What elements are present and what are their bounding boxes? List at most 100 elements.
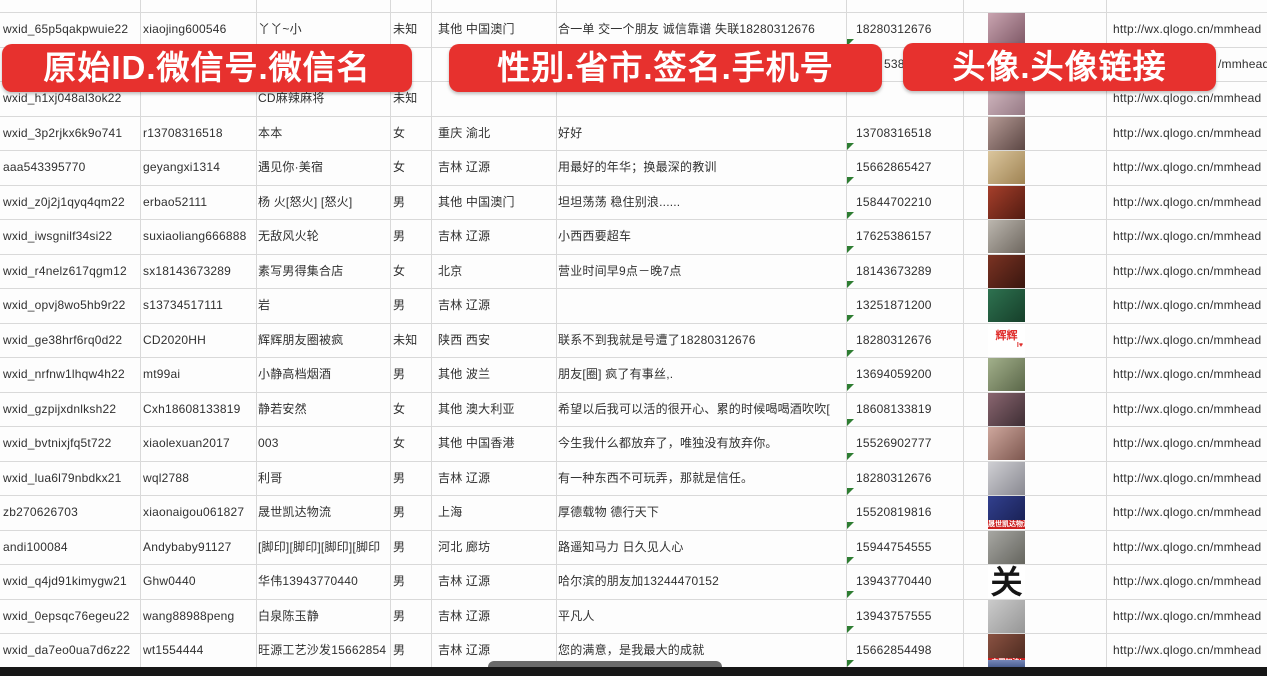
avatar-link-cell[interactable]: http://wx.qlogo.cn/mmhead bbox=[1113, 608, 1262, 623]
phone-cell[interactable]: 18280312676 bbox=[856, 22, 932, 36]
gender-cell[interactable]: 女 bbox=[393, 401, 406, 416]
avatar[interactable] bbox=[988, 13, 1025, 46]
signature-cell[interactable]: 联系不到我就是号遭了18280312676 bbox=[558, 332, 756, 347]
signature-cell[interactable]: 您的满意，是我最大的成就 bbox=[558, 643, 705, 657]
phone-cell[interactable]: 18280312676 bbox=[856, 470, 932, 485]
wechat-name-cell[interactable]: 无敌风火轮 bbox=[258, 229, 320, 243]
wxid-cell[interactable]: aaa543395770 bbox=[3, 160, 86, 174]
gender-cell[interactable]: 男 bbox=[393, 539, 406, 554]
wechat-id-cell[interactable]: xiaojing600546 bbox=[143, 22, 227, 36]
wechat-id-cell[interactable]: CD2020HH bbox=[143, 332, 206, 347]
wxid-cell[interactable]: wxid_h1xj048al3ok22 bbox=[3, 91, 122, 105]
avatar-link-cell[interactable]: http://wx.qlogo.cn/mmhead bbox=[1113, 332, 1262, 347]
wechat-name-cell[interactable]: 杨 火[怒火] [怒火] bbox=[258, 194, 353, 209]
wechat-name-cell[interactable]: 岩 bbox=[258, 298, 271, 312]
wechat-name-cell[interactable]: 遇见你·美宿 bbox=[258, 160, 324, 174]
wxid-cell[interactable]: wxid_lua6l79nbdkx21 bbox=[3, 470, 122, 485]
wechat-name-cell[interactable]: 华伟13943770440 bbox=[258, 574, 359, 588]
gender-cell[interactable]: 男 bbox=[393, 229, 406, 243]
signature-cell[interactable]: 坦坦荡荡 稳住别浪...... bbox=[558, 194, 681, 209]
phone-cell[interactable]: 13251871200 bbox=[856, 298, 932, 312]
region-cell[interactable]: 吉林 辽源 bbox=[438, 160, 491, 174]
wechat-id-cell[interactable]: Cxh18608133819 bbox=[143, 401, 241, 416]
wechat-id-cell[interactable]: sx18143673289 bbox=[143, 263, 232, 278]
wxid-cell[interactable]: wxid_ge38hrf6rq0d22 bbox=[3, 332, 123, 347]
avatar[interactable]: 辉辉 I♥ bbox=[988, 323, 1025, 357]
avatar[interactable] bbox=[988, 358, 1025, 391]
gender-cell[interactable]: 男 bbox=[393, 367, 406, 381]
avatar[interactable] bbox=[988, 116, 1025, 150]
avatar[interactable] bbox=[988, 530, 1025, 564]
avatar-link-cell[interactable]: http://wx.qlogo.cn/mmhead bbox=[1113, 436, 1262, 450]
wechat-id-cell[interactable]: wt1554444 bbox=[143, 643, 204, 657]
region-cell[interactable]: 其他 中国香港 bbox=[438, 436, 515, 450]
avatar[interactable] bbox=[988, 220, 1025, 253]
phone-cell[interactable]: 15944754555 bbox=[856, 539, 932, 554]
avatar-link-cell[interactable]: /mmhead bbox=[1218, 56, 1267, 71]
region-cell[interactable]: 吉林 辽源 bbox=[438, 574, 491, 588]
region-cell[interactable]: 吉林 辽源 bbox=[438, 298, 491, 312]
wechat-id-cell[interactable]: geyangxi1314 bbox=[143, 160, 221, 174]
wxid-cell[interactable]: wxid_opvj8wo5hb9r22 bbox=[3, 298, 126, 312]
avatar[interactable]: 关 bbox=[988, 565, 1025, 598]
wechat-name-cell[interactable]: 静若安然 bbox=[258, 401, 307, 416]
wxid-cell[interactable]: wxid_bvtnixjfq5t722 bbox=[3, 436, 112, 450]
avatar-link-cell[interactable]: http://wx.qlogo.cn/mmhead bbox=[1113, 125, 1262, 140]
phone-cell[interactable]: 18608133819 bbox=[856, 401, 932, 416]
region-cell[interactable]: 吉林 辽源 bbox=[438, 229, 491, 243]
wxid-cell[interactable]: wxid_65p5qakpwuie22 bbox=[3, 22, 129, 36]
phone-cell[interactable]: 13943770440 bbox=[856, 574, 932, 588]
avatar-link-cell[interactable]: http://wx.qlogo.cn/mmhead bbox=[1113, 505, 1262, 519]
wechat-id-cell[interactable]: suxiaoliang666888 bbox=[143, 229, 247, 243]
signature-cell[interactable]: 路遥知马力 日久见人心 bbox=[558, 539, 684, 554]
wechat-name-cell[interactable]: 003 bbox=[258, 436, 279, 450]
phone-cell[interactable]: 18143673289 bbox=[856, 263, 932, 278]
avatar[interactable] bbox=[988, 392, 1025, 426]
wechat-id-cell[interactable]: s13734517111 bbox=[143, 298, 224, 312]
region-cell[interactable]: 重庆 渝北 bbox=[438, 125, 491, 140]
wechat-name-cell[interactable]: 利哥 bbox=[258, 470, 283, 485]
region-cell[interactable]: 吉林 辽源 bbox=[438, 470, 491, 485]
avatar[interactable] bbox=[988, 151, 1025, 184]
avatar[interactable] bbox=[988, 427, 1025, 460]
avatar-link-cell[interactable]: http://wx.qlogo.cn/mmhead bbox=[1113, 401, 1262, 416]
phone-cell[interactable]: 15526902777 bbox=[856, 436, 932, 450]
wxid-cell[interactable]: wxid_nrfnw1lhqw4h22 bbox=[3, 367, 125, 381]
avatar-link-cell[interactable]: http://wx.qlogo.cn/mmhead bbox=[1113, 194, 1262, 209]
region-cell[interactable]: 其他 澳大利亚 bbox=[438, 401, 515, 416]
signature-cell[interactable]: 好好 bbox=[558, 125, 583, 140]
signature-cell[interactable]: 营业时间早9点－晚7点 bbox=[558, 263, 682, 278]
avatar-link-cell[interactable]: http://wx.qlogo.cn/mmhead bbox=[1113, 367, 1262, 381]
avatar[interactable]: 晟世凯达物流 bbox=[988, 496, 1025, 529]
phone-cell[interactable]: 15520819816 bbox=[856, 505, 932, 519]
avatar[interactable] bbox=[988, 461, 1025, 495]
wxid-cell[interactable]: andi100084 bbox=[3, 539, 68, 554]
wechat-id-cell[interactable]: Ghw0440 bbox=[143, 574, 196, 588]
avatar-link-cell[interactable]: http://wx.qlogo.cn/mmhead bbox=[1113, 539, 1262, 554]
avatar-link-cell[interactable]: http://wx.qlogo.cn/mmhead bbox=[1113, 643, 1262, 657]
wechat-name-cell[interactable]: 晟世凯达物流 bbox=[258, 505, 332, 519]
wechat-id-cell[interactable]: r13708316518 bbox=[143, 125, 223, 140]
gender-cell[interactable]: 男 bbox=[393, 505, 406, 519]
avatar-link-cell[interactable]: http://wx.qlogo.cn/mmhead bbox=[1113, 298, 1262, 312]
wxid-cell[interactable]: wxid_0epsqc76egeu22 bbox=[3, 608, 130, 623]
wechat-name-cell[interactable]: CD麻辣麻将 bbox=[258, 91, 325, 105]
wechat-name-cell[interactable]: 丫丫~小 bbox=[258, 22, 302, 36]
wxid-cell[interactable]: wxid_da7eo0ua7d6z22 bbox=[3, 643, 131, 657]
wxid-cell[interactable]: wxid_3p2rjkx6k9o741 bbox=[3, 125, 123, 140]
wechat-name-cell[interactable]: 本本 bbox=[258, 125, 283, 140]
gender-cell[interactable]: 男 bbox=[393, 574, 406, 588]
gender-cell[interactable]: 男 bbox=[393, 608, 406, 623]
wechat-id-cell[interactable]: Andybaby91127 bbox=[143, 539, 232, 554]
avatar-link-cell[interactable]: http://wx.qlogo.cn/mmhead bbox=[1113, 160, 1262, 174]
region-cell[interactable]: 吉林 辽源 bbox=[438, 608, 491, 623]
wechat-name-cell[interactable]: 白泉陈玉静 bbox=[258, 608, 320, 623]
signature-cell[interactable]: 厚德载物 德行天下 bbox=[558, 505, 660, 519]
avatar-link-cell[interactable]: http://wx.qlogo.cn/mmhead bbox=[1113, 91, 1262, 105]
avatar-link-cell[interactable]: http://wx.qlogo.cn/mmhead bbox=[1113, 229, 1262, 243]
wechat-id-cell[interactable]: erbao52111 bbox=[143, 194, 208, 209]
wxid-cell[interactable]: zb270626703 bbox=[3, 505, 78, 519]
phone-cell[interactable]: 13694059200 bbox=[856, 367, 932, 381]
signature-cell[interactable]: 有一种东西不可玩弄，那就是信任。 bbox=[558, 470, 754, 485]
avatar-link-cell[interactable]: http://wx.qlogo.cn/mmhead bbox=[1113, 22, 1262, 36]
